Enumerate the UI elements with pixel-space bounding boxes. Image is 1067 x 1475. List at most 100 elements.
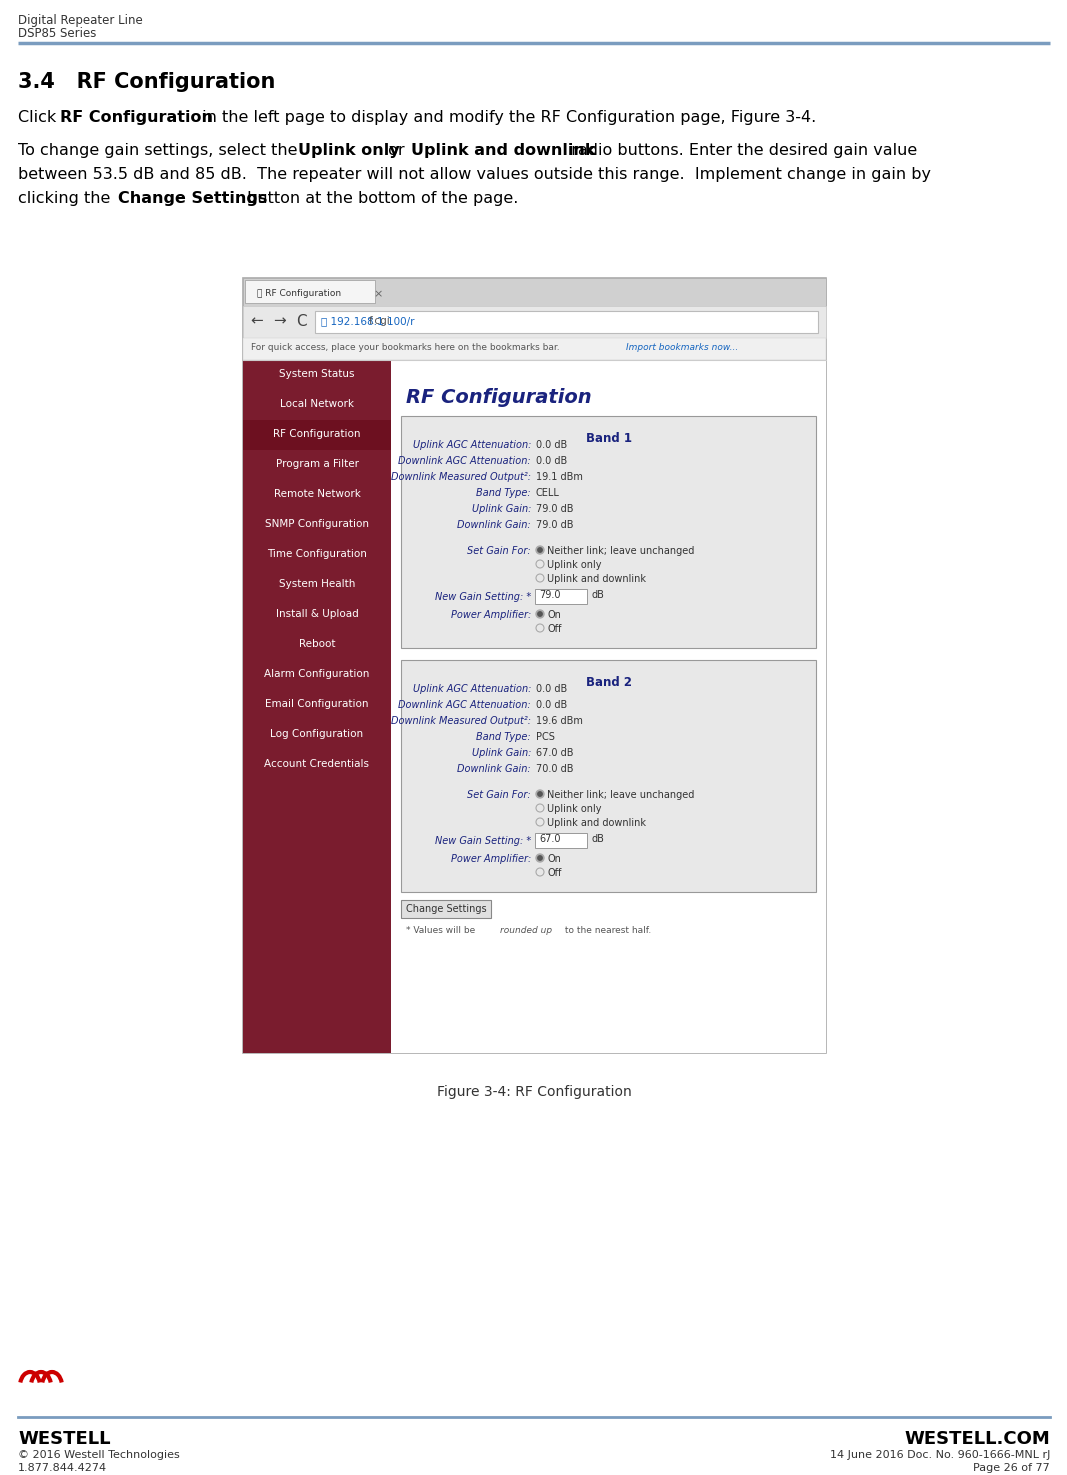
Text: On: On <box>547 611 561 620</box>
Text: RF Configuration: RF Configuration <box>60 111 213 125</box>
Text: f.cgi: f.cgi <box>369 316 391 326</box>
Bar <box>535 589 587 603</box>
Text: Local Network: Local Network <box>280 400 354 409</box>
Text: SNMP Configuration: SNMP Configuration <box>265 519 369 530</box>
Text: Off: Off <box>547 624 561 634</box>
Text: Email Configuration: Email Configuration <box>266 699 369 709</box>
Bar <box>535 833 587 848</box>
Text: Program a Filter: Program a Filter <box>275 459 359 469</box>
Text: To change gain settings, select the: To change gain settings, select the <box>18 143 303 158</box>
Circle shape <box>536 791 544 798</box>
Text: Uplink and downlink: Uplink and downlink <box>547 574 646 584</box>
Text: 3.4   RF Configuration: 3.4 RF Configuration <box>18 72 275 91</box>
Text: © 2016 Westell Technologies: © 2016 Westell Technologies <box>18 1450 179 1460</box>
Text: Uplink AGC Attenuation:: Uplink AGC Attenuation: <box>413 440 531 450</box>
Text: 0.0 dB: 0.0 dB <box>536 684 568 695</box>
Text: or: or <box>383 143 410 158</box>
Text: to the nearest half.: to the nearest half. <box>562 926 651 935</box>
Text: Uplink only: Uplink only <box>547 560 602 569</box>
Text: Digital Repeater Line: Digital Repeater Line <box>18 13 143 27</box>
Text: For quick access, place your bookmarks here on the bookmarks bar.: For quick access, place your bookmarks h… <box>251 344 566 353</box>
Text: Power Amplifier:: Power Amplifier: <box>450 611 531 620</box>
Circle shape <box>536 546 544 555</box>
Bar <box>243 450 391 479</box>
Text: ×: × <box>373 289 383 299</box>
Text: PCS: PCS <box>536 732 555 742</box>
Text: Neither link; leave unchanged: Neither link; leave unchanged <box>547 791 695 799</box>
Bar <box>243 389 391 420</box>
Text: Uplink AGC Attenuation:: Uplink AGC Attenuation: <box>413 684 531 695</box>
Bar <box>243 569 391 600</box>
Bar <box>243 630 391 659</box>
Text: Page 26 of 77: Page 26 of 77 <box>973 1463 1050 1474</box>
Text: 📄 RF Configuration: 📄 RF Configuration <box>257 289 341 298</box>
Bar <box>243 749 391 780</box>
Circle shape <box>536 611 544 618</box>
Text: System Status: System Status <box>280 369 354 379</box>
Bar <box>243 690 391 720</box>
Text: WESTELL.COM: WESTELL.COM <box>904 1429 1050 1448</box>
Bar <box>401 659 816 892</box>
Bar <box>243 479 391 510</box>
Bar <box>315 311 818 333</box>
Text: Figure 3-4: RF Configuration: Figure 3-4: RF Configuration <box>437 1086 632 1099</box>
Text: 79.0: 79.0 <box>539 590 560 600</box>
Text: Downlink AGC Attenuation:: Downlink AGC Attenuation: <box>398 456 531 466</box>
Text: Account Credentials: Account Credentials <box>265 760 369 768</box>
Bar <box>391 360 826 1053</box>
Bar <box>243 420 391 450</box>
Text: WESTELL: WESTELL <box>18 1429 111 1448</box>
Text: New Gain Setting: *: New Gain Setting: * <box>434 836 531 847</box>
Text: Uplink Gain:: Uplink Gain: <box>472 504 531 513</box>
Text: RF Configuration: RF Configuration <box>273 429 361 440</box>
Text: 79.0 dB: 79.0 dB <box>536 504 573 513</box>
Bar <box>401 416 816 648</box>
Text: DSP85 Series: DSP85 Series <box>18 27 96 40</box>
Circle shape <box>538 792 542 796</box>
Text: Import bookmarks now...: Import bookmarks now... <box>626 344 738 353</box>
Circle shape <box>538 612 542 617</box>
Bar <box>243 659 391 690</box>
Text: 67.0: 67.0 <box>539 833 560 844</box>
Text: between 53.5 dB and 85 dB.  The repeater will not allow values outside this rang: between 53.5 dB and 85 dB. The repeater … <box>18 167 931 181</box>
Bar <box>243 360 391 389</box>
Bar <box>245 280 375 302</box>
Text: Uplink only: Uplink only <box>298 143 400 158</box>
Text: Neither link; leave unchanged: Neither link; leave unchanged <box>547 546 695 556</box>
Text: 0.0 dB: 0.0 dB <box>536 440 568 450</box>
Text: →: → <box>273 314 285 329</box>
Text: Set Gain For:: Set Gain For: <box>467 791 531 799</box>
Text: 19.6 dBm: 19.6 dBm <box>536 715 583 726</box>
Text: Remote Network: Remote Network <box>273 490 361 499</box>
Text: 19.1 dBm: 19.1 dBm <box>536 472 583 482</box>
Bar <box>243 720 391 749</box>
Bar <box>243 360 826 1053</box>
Text: * Values will be: * Values will be <box>407 926 478 935</box>
Text: Install & Upload: Install & Upload <box>275 609 359 620</box>
Text: Uplink and downlink: Uplink and downlink <box>547 819 646 827</box>
Text: Uplink and downlink: Uplink and downlink <box>411 143 595 158</box>
Text: Uplink Gain:: Uplink Gain: <box>472 748 531 758</box>
Bar <box>243 510 391 540</box>
Bar <box>243 540 391 569</box>
Text: On: On <box>547 854 561 864</box>
Bar <box>243 360 391 1053</box>
Text: 79.0 dB: 79.0 dB <box>536 521 573 530</box>
Bar <box>243 600 391 630</box>
Text: 📄 192.168.1.100/r: 📄 192.168.1.100/r <box>321 316 414 326</box>
Text: ←: ← <box>251 314 264 329</box>
Text: Band Type:: Band Type: <box>476 488 531 499</box>
Text: System Health: System Health <box>278 580 355 589</box>
Text: Set Gain For:: Set Gain For: <box>467 546 531 556</box>
Text: dB: dB <box>592 590 605 600</box>
Text: 0.0 dB: 0.0 dB <box>536 456 568 466</box>
Text: New Gain Setting: *: New Gain Setting: * <box>434 591 531 602</box>
Bar <box>243 305 826 338</box>
Text: Change Settings: Change Settings <box>118 190 268 207</box>
Text: Reboot: Reboot <box>299 639 335 649</box>
Bar <box>243 277 826 1053</box>
Text: radio buttons. Enter the desired gain value: radio buttons. Enter the desired gain va… <box>566 143 918 158</box>
Text: RF Configuration: RF Configuration <box>407 388 591 407</box>
Text: Downlink Measured Output²:: Downlink Measured Output²: <box>391 472 531 482</box>
Text: Band 2: Band 2 <box>586 676 632 689</box>
